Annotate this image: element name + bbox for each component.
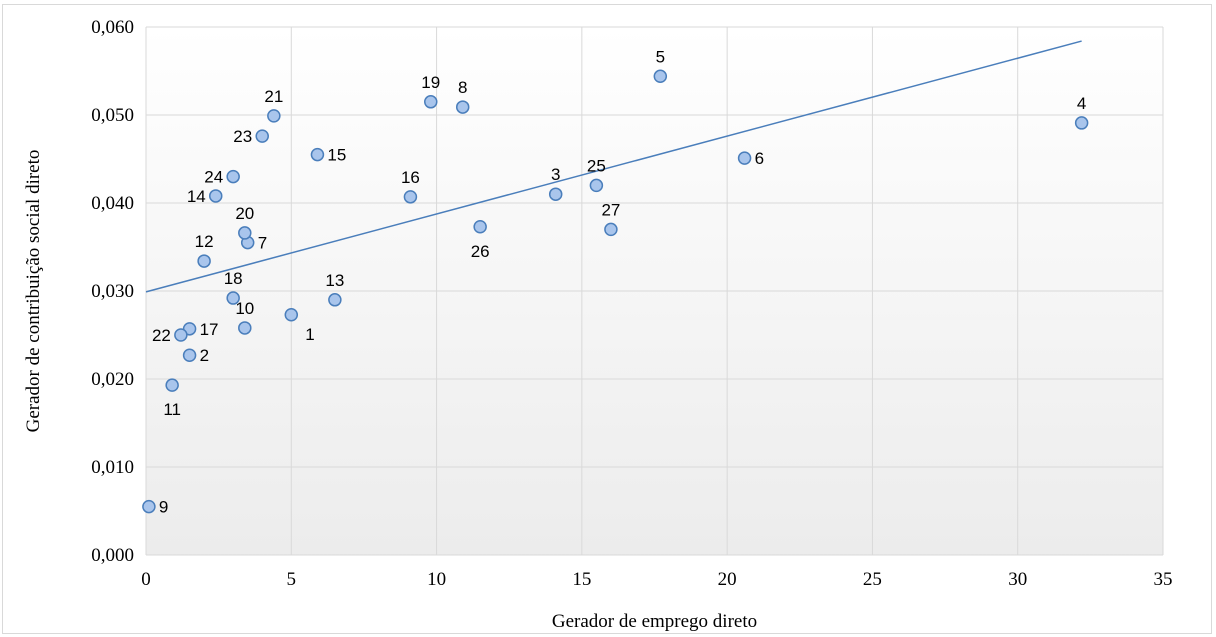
- gridlines: [145, 26, 1164, 556]
- trendline: [145, 40, 1082, 293]
- y-tick-label: 0,010: [91, 457, 134, 478]
- y-tick-label: 0,040: [91, 193, 134, 214]
- data-point-25: [589, 178, 604, 193]
- data-point-1: [284, 308, 299, 322]
- point-label-1: 1: [305, 325, 314, 344]
- scatter-chart: 0,000 0,010 0,020 0,030 0,040 0,050 0,060 0 5 10 1…: [23, 17, 1173, 632]
- data-point-15: [310, 147, 325, 162]
- data-point-19: [424, 95, 438, 109]
- point-label-18: 18: [224, 269, 243, 288]
- y-tick-label: 0,050: [91, 105, 134, 126]
- points-layer: [142, 69, 1089, 514]
- y-tick-label: 0,060: [91, 17, 134, 38]
- data-point-22: [174, 328, 188, 342]
- chart-frame: 0,000 0,010 0,020 0,030 0,040 0,050 0,060 0 5 10 1…: [2, 4, 1212, 634]
- x-tick-label: 20: [718, 569, 737, 590]
- data-point-14: [208, 189, 223, 203]
- point-label-12: 12: [195, 232, 214, 251]
- x-tick-label: 0: [141, 569, 151, 590]
- point-label-14: 14: [187, 187, 206, 206]
- point-label-19: 19: [421, 73, 440, 92]
- data-point-3: [548, 187, 563, 201]
- point-label-3: 3: [551, 165, 560, 184]
- data-point-18: [226, 291, 240, 305]
- point-label-13: 13: [325, 271, 344, 290]
- data-point-24: [226, 169, 240, 184]
- axes: 0,000 0,010 0,020 0,030 0,040 0,050 0,060 0 5 10 1…: [91, 17, 1172, 590]
- data-point-9: [142, 499, 156, 514]
- point-label-8: 8: [458, 78, 467, 97]
- point-label-22: 22: [152, 326, 171, 345]
- data-point-6: [737, 151, 752, 165]
- y-axis-title: Gerador de contribuição social direto: [23, 150, 44, 433]
- x-axis-title: Gerador de emprego direto: [552, 611, 757, 632]
- point-label-21: 21: [264, 87, 283, 106]
- y-tick-label: 0,030: [91, 281, 134, 302]
- data-point-26: [473, 220, 487, 234]
- trendline-layer: [145, 40, 1082, 293]
- point-label-24: 24: [204, 168, 223, 187]
- data-point-20: [238, 226, 252, 240]
- data-point-13: [328, 293, 342, 307]
- point-label-17: 17: [200, 320, 219, 339]
- data-point-16: [403, 190, 418, 204]
- data-point-8: [455, 100, 470, 114]
- data-point-5: [653, 69, 668, 84]
- point-label-4: 4: [1077, 94, 1086, 113]
- data-point-21: [267, 109, 281, 123]
- y-tick-label: 0,020: [91, 369, 134, 390]
- x-tick-label: 5: [287, 569, 297, 590]
- data-point-11: [165, 378, 179, 392]
- x-tick-label: 15: [572, 569, 591, 590]
- y-tick-label: 0,000: [91, 545, 134, 566]
- point-label-9: 9: [159, 498, 168, 517]
- point-label-15: 15: [327, 146, 346, 165]
- point-labels-layer: 1234567891011121314151617181920212223242…: [152, 47, 1086, 516]
- data-point-27: [604, 222, 618, 237]
- point-label-27: 27: [601, 200, 620, 219]
- point-label-10: 10: [235, 299, 254, 318]
- point-label-20: 20: [235, 204, 254, 223]
- point-label-5: 5: [656, 47, 665, 66]
- x-tick-label: 35: [1154, 569, 1173, 590]
- point-label-7: 7: [258, 234, 267, 253]
- point-label-6: 6: [755, 149, 764, 168]
- point-label-25: 25: [587, 156, 606, 175]
- point-label-26: 26: [471, 242, 490, 261]
- point-label-11: 11: [163, 400, 181, 419]
- data-point-2: [182, 348, 197, 362]
- point-label-23: 23: [233, 127, 252, 146]
- point-label-2: 2: [200, 346, 209, 365]
- x-tick-label: 10: [427, 569, 446, 590]
- data-point-23: [255, 129, 269, 143]
- point-label-16: 16: [401, 168, 420, 187]
- data-point-12: [197, 254, 211, 268]
- data-point-4: [1074, 116, 1089, 130]
- x-tick-label: 30: [1008, 569, 1027, 590]
- x-tick-label: 25: [863, 569, 882, 590]
- data-point-10: [238, 321, 252, 335]
